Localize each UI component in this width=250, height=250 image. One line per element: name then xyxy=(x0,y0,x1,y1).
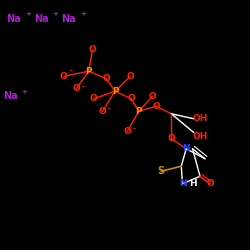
Text: O: O xyxy=(72,84,80,93)
Text: +: + xyxy=(80,12,86,18)
Text: Na: Na xyxy=(6,14,21,24)
Text: O: O xyxy=(168,134,175,143)
Text: O: O xyxy=(128,94,135,103)
Text: OH: OH xyxy=(192,132,208,141)
Text: Na: Na xyxy=(34,14,48,24)
Text: O: O xyxy=(102,74,110,83)
Text: -: - xyxy=(133,126,136,132)
Text: P: P xyxy=(112,87,118,96)
Text: Na: Na xyxy=(3,91,17,101)
Text: O: O xyxy=(90,94,98,103)
Text: O: O xyxy=(88,46,96,54)
Text: O: O xyxy=(98,107,106,116)
Text: O: O xyxy=(60,72,68,81)
Text: -: - xyxy=(100,94,103,100)
Text: -: - xyxy=(70,68,73,74)
Text: +: + xyxy=(22,89,28,95)
Text: S: S xyxy=(158,166,165,176)
Text: O: O xyxy=(206,179,214,188)
Text: O: O xyxy=(126,72,134,81)
Text: O: O xyxy=(152,102,160,111)
Text: -: - xyxy=(82,84,84,90)
Text: H: H xyxy=(189,179,197,188)
Text: O: O xyxy=(148,92,156,101)
Text: P: P xyxy=(86,67,92,76)
Text: P: P xyxy=(136,107,142,116)
Text: N: N xyxy=(179,179,186,188)
Text: OH: OH xyxy=(192,114,208,123)
Text: Na: Na xyxy=(62,14,76,24)
Text: O: O xyxy=(124,127,132,136)
Text: +: + xyxy=(53,12,59,18)
Text: N: N xyxy=(182,144,190,153)
Text: -: - xyxy=(108,106,111,112)
Text: +: + xyxy=(25,12,31,18)
